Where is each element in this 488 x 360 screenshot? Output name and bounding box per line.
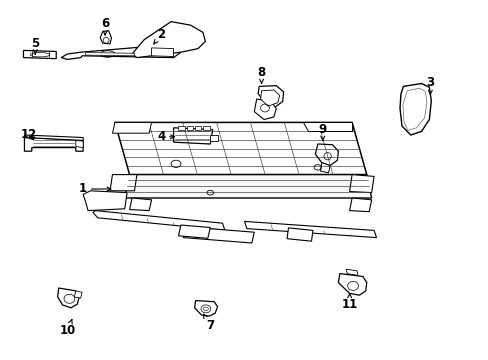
Text: 5: 5: [31, 37, 39, 54]
Polygon shape: [24, 138, 83, 151]
Polygon shape: [115, 122, 366, 175]
Polygon shape: [58, 288, 79, 308]
Polygon shape: [349, 198, 371, 212]
Polygon shape: [244, 221, 376, 238]
Text: 1: 1: [79, 183, 111, 195]
Polygon shape: [349, 175, 373, 193]
Text: 2: 2: [153, 28, 165, 44]
Polygon shape: [194, 301, 217, 316]
Polygon shape: [210, 135, 217, 141]
Polygon shape: [23, 50, 56, 59]
Polygon shape: [346, 269, 357, 275]
Polygon shape: [74, 291, 82, 298]
Polygon shape: [186, 126, 193, 130]
Polygon shape: [178, 126, 184, 130]
Polygon shape: [151, 48, 173, 57]
Polygon shape: [183, 227, 254, 243]
Polygon shape: [399, 84, 430, 135]
Polygon shape: [178, 225, 210, 238]
Polygon shape: [320, 163, 329, 173]
Text: 4: 4: [157, 130, 174, 143]
Polygon shape: [83, 191, 127, 211]
Polygon shape: [85, 53, 134, 56]
Text: 3: 3: [426, 76, 433, 94]
Polygon shape: [195, 126, 201, 130]
Text: 12: 12: [20, 129, 37, 141]
Polygon shape: [76, 140, 83, 148]
Text: 10: 10: [59, 320, 76, 337]
Polygon shape: [254, 99, 276, 120]
Polygon shape: [303, 122, 351, 131]
Text: 8: 8: [257, 66, 265, 83]
Polygon shape: [61, 45, 181, 59]
Polygon shape: [124, 175, 371, 198]
Polygon shape: [286, 228, 312, 241]
Polygon shape: [24, 135, 83, 140]
Text: 7: 7: [203, 314, 214, 332]
Text: 11: 11: [341, 293, 357, 311]
Text: 6: 6: [101, 17, 109, 35]
Polygon shape: [315, 144, 338, 166]
Polygon shape: [100, 31, 111, 44]
Polygon shape: [132, 22, 205, 58]
Polygon shape: [173, 128, 212, 144]
Polygon shape: [110, 175, 137, 191]
Polygon shape: [129, 198, 151, 211]
Polygon shape: [260, 90, 279, 106]
Polygon shape: [93, 211, 224, 230]
Polygon shape: [258, 86, 283, 108]
Text: 9: 9: [318, 123, 326, 140]
Polygon shape: [338, 274, 366, 295]
Polygon shape: [203, 126, 209, 130]
Polygon shape: [112, 122, 151, 133]
